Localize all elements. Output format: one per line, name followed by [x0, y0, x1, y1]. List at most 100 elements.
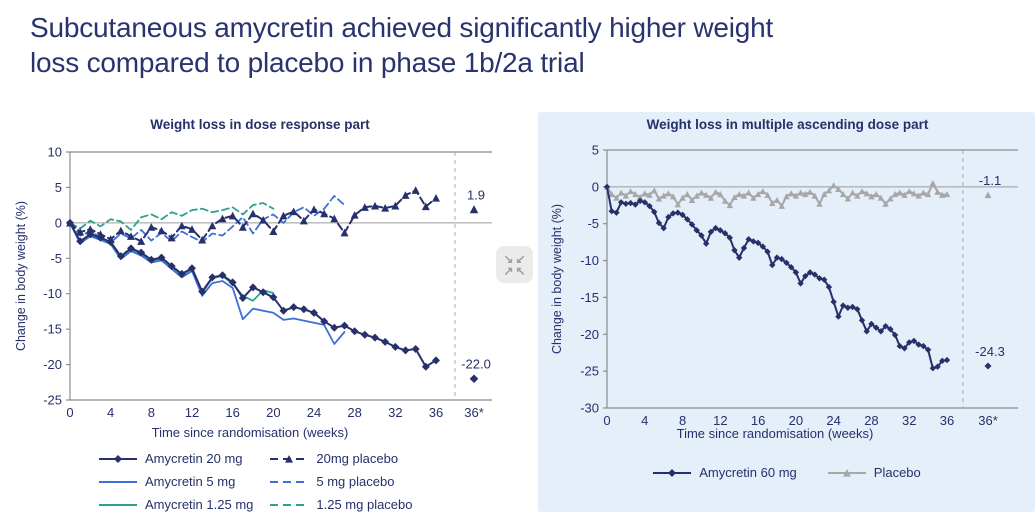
x-tick-label: 16: [225, 405, 239, 420]
data-point-marker: [360, 330, 369, 339]
data-point-marker: [825, 283, 833, 291]
data-point-marker: [830, 182, 837, 189]
x-tick-label: 16: [751, 413, 765, 428]
data-point-marker: [613, 194, 620, 201]
final-value-label: -24.3: [975, 344, 1005, 359]
plot-area: 10 5 0 -5 -10 -15 -20 -25 0 4 8 12 16 20 24 28 32 36 36* 1.…: [43, 145, 492, 420]
x-tick-label: 32: [388, 405, 402, 420]
mad-chart-title: Weight loss in multiple ascending dose p…: [646, 117, 929, 132]
legend-item: Amycretin 5 mg: [98, 470, 253, 493]
legend-label: Placebo: [873, 465, 921, 480]
x-tick-label: 28: [864, 413, 878, 428]
data-point-marker: [910, 337, 918, 345]
y-tick-label: -25: [43, 393, 62, 408]
data-point-marker: [839, 191, 847, 198]
data-point-marker: [688, 221, 696, 228]
final-point-marker: [469, 374, 479, 384]
legend-swatch: [99, 503, 137, 506]
data-point-marker: [421, 202, 430, 211]
data-point-marker: [289, 303, 298, 312]
data-point-marker: [188, 264, 196, 273]
diamond-marker-icon: [114, 454, 122, 463]
y-tick-label: 0: [55, 215, 62, 230]
data-point-marker: [432, 356, 440, 365]
data-point-marker: [934, 363, 941, 370]
data-point-marker: [877, 194, 885, 201]
data-point-marker: [86, 225, 95, 233]
data-point-marker: [86, 230, 95, 239]
data-point-marker: [269, 293, 278, 302]
data-point-marker: [702, 191, 710, 198]
data-point-marker: [340, 321, 349, 330]
data-point-marker: [613, 209, 620, 216]
data-point-marker: [858, 188, 866, 195]
data-point-marker: [868, 193, 875, 200]
data-point-marker: [844, 195, 852, 202]
data-point-marker: [707, 228, 715, 236]
data-point-marker: [198, 235, 207, 244]
data-point-marker: [769, 199, 776, 206]
data-point-marker: [684, 191, 691, 198]
dose-response-y-axis-label: Change in body weight (%): [14, 200, 28, 352]
mad-chart-panel: [538, 112, 1035, 512]
y-tick-label: -15: [43, 322, 62, 337]
data-point-marker: [745, 189, 752, 196]
data-point-marker: [641, 190, 648, 197]
data-point-marker: [401, 346, 410, 355]
data-point-marker: [797, 280, 804, 287]
data-point-marker: [665, 213, 672, 221]
legend-swatch: [270, 503, 309, 506]
y-tick-label: -20: [580, 327, 599, 342]
data-point-marker: [137, 248, 146, 257]
data-point-marker: [622, 192, 630, 199]
data-point-marker: [228, 278, 237, 287]
data-point-marker: [147, 255, 156, 264]
x-tick-label: 4: [107, 405, 114, 420]
data-point-marker: [608, 207, 615, 215]
data-point-marker: [421, 362, 430, 371]
data-point-marker: [249, 209, 257, 218]
data-point-marker: [816, 200, 823, 207]
data-point-marker: [655, 195, 663, 202]
data-point-marker: [688, 196, 696, 204]
data-point-marker: [269, 227, 278, 235]
data-point-marker: [627, 199, 634, 207]
data-point-marker: [259, 288, 268, 297]
data-point-marker: [891, 331, 899, 339]
mad-chart: 5 0 -5 -10 -15 -20 -25 -30 0 4 8 12 16 20 24 28 32 36 36* -…: [580, 143, 1018, 428]
data-point-marker: [726, 202, 733, 209]
legend-swatch: [270, 454, 309, 463]
data-point-marker: [116, 252, 125, 261]
x-tick-label: 20: [789, 413, 803, 428]
x-tick-label: 20: [266, 405, 280, 420]
data-point-marker: [622, 200, 630, 208]
data-point-marker: [259, 216, 268, 224]
data-point-marker: [778, 202, 785, 209]
final-point-marker: [984, 362, 992, 370]
legend-label: 20mg placebo: [316, 451, 399, 466]
data-point-marker: [929, 364, 937, 372]
x-tick-label: 0: [603, 413, 610, 428]
data-point-marker: [228, 211, 237, 220]
triangle-marker-icon: [842, 468, 851, 477]
collapse-button[interactable]: ↘ ↙ ↗ ↖: [496, 246, 533, 283]
data-point-marker: [218, 271, 227, 280]
data-point-marker: [289, 207, 298, 216]
data-point-marker: [882, 200, 889, 207]
data-point-marker: [868, 320, 875, 328]
legend-item: Amycretin 60 mg: [652, 461, 797, 484]
legend-label: Amycretin 60 mg: [699, 465, 797, 480]
data-point-marker: [802, 191, 809, 198]
series-line: [69, 221, 437, 368]
data-point-marker: [116, 226, 125, 235]
data-point-marker: [299, 216, 308, 225]
series-line: [69, 195, 346, 244]
data-point-marker: [127, 244, 135, 253]
data-point-marker: [863, 190, 870, 197]
collapse-arrow-tr: ↙: [515, 251, 526, 266]
data-point-marker: [310, 205, 318, 213]
data-point-marker: [636, 197, 644, 205]
series-placebo: -1.1: [603, 173, 1001, 209]
data-point-marker: [360, 203, 369, 211]
